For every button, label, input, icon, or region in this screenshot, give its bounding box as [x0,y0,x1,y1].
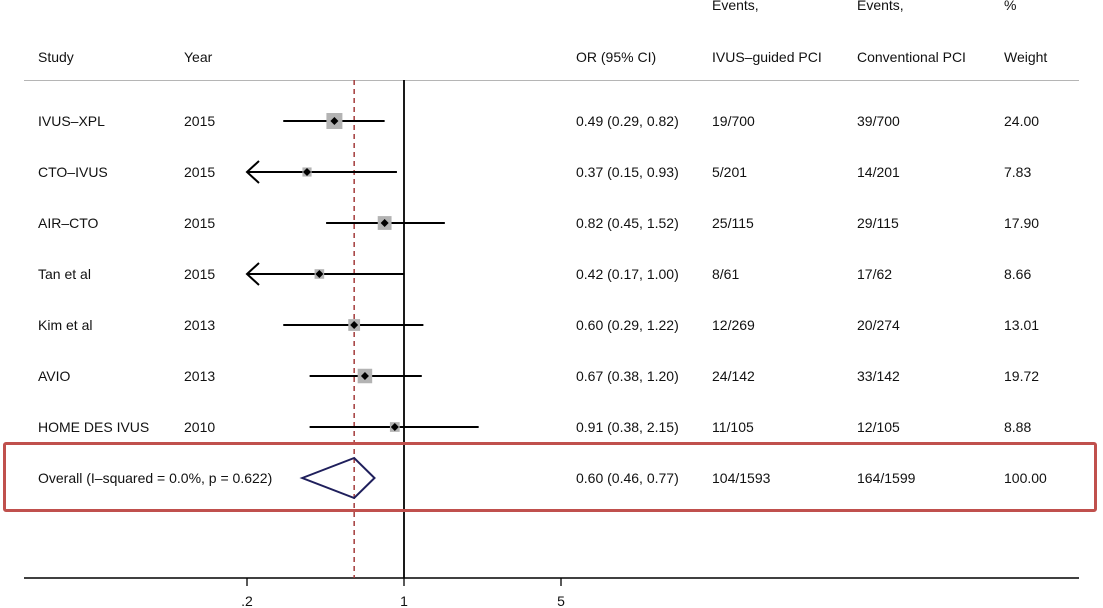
header-events-conv-line1: Events, [857,0,904,13]
header-events-ivus-line2: IVUS–guided PCI [712,49,822,65]
study-name: AIR–CTO [38,215,99,231]
overall-conv-events: 164/1599 [857,470,916,486]
study-weight: 8.66 [1004,266,1032,282]
study-or-ci: 0.82 (0.45, 1.52) [576,215,679,231]
header-events-conv-line2: Conventional PCI [857,49,966,65]
study-conv-events: 14/201 [857,164,900,180]
study-year: 2010 [184,419,216,435]
point-estimate [380,219,389,227]
header-rule [24,80,1079,81]
x-tick-label: .2 [241,593,253,608]
study-name: CTO–IVUS [38,164,108,180]
header-or-ci: OR (95% CI) [576,49,657,65]
study-year: 2015 [184,215,216,231]
point-estimate [360,372,369,380]
header-study: Study [38,49,74,65]
study-conv-events: 33/142 [857,368,900,384]
study-ivus-events: 5/201 [712,164,748,180]
point-estimate [390,423,399,431]
study-or-ci: 0.67 (0.38, 1.20) [576,368,679,384]
point-estimate [315,270,324,278]
study-year: 2013 [184,317,216,333]
study-or-ci: 0.91 (0.38, 2.15) [576,419,679,435]
study-year: 2015 [184,266,216,282]
study-weight: 8.88 [1004,419,1032,435]
study-conv-events: 39/700 [857,113,900,129]
study-weight: 19.72 [1004,368,1040,384]
header-weight-line1: % [1004,0,1017,13]
overall-weight: 100.00 [1004,470,1047,486]
study-or-ci: 0.42 (0.17, 1.00) [576,266,679,282]
study-ivus-events: 25/115 [712,215,754,231]
study-weight: 7.83 [1004,164,1032,180]
study-ivus-events: 8/61 [712,266,740,282]
study-name: HOME DES IVUS [38,419,150,435]
x-tick-label: 1 [400,593,408,608]
header-year: Year [184,49,213,65]
overall-or-ci: 0.60 (0.46, 0.77) [576,470,679,486]
point-estimate [330,117,339,125]
study-name: Kim et al [38,317,93,333]
ci-arrow [245,262,260,286]
study-weight: 17.90 [1004,215,1040,231]
study-or-ci: 0.49 (0.29, 0.82) [576,113,679,129]
study-name: AVIO [38,368,71,384]
ci-arrow [245,160,260,184]
study-name: Tan et al [38,266,91,282]
study-weight: 24.00 [1004,113,1040,129]
study-name: IVUS–XPL [38,113,105,129]
study-conv-events: 29/115 [857,215,899,231]
study-ivus-events: 11/105 [712,419,754,435]
study-conv-events: 17/62 [857,266,893,282]
overall-diamond [299,456,376,500]
study-or-ci: 0.37 (0.15, 0.93) [576,164,679,180]
study-ivus-events: 19/700 [712,113,755,129]
header-weight-line2: Weight [1004,49,1048,65]
overall-label: Overall (I–squared = 0.0%, p = 0.622) [38,470,273,486]
study-ivus-events: 24/142 [712,368,755,384]
overall-highlight-box [3,442,1097,512]
study-ivus-events: 12/269 [712,317,755,333]
x-tick-label: 5 [557,593,565,608]
study-year: 2015 [184,113,216,129]
study-or-ci: 0.60 (0.29, 1.22) [576,317,679,333]
study-conv-events: 12/105 [857,419,900,435]
point-estimate [350,321,359,329]
study-year: 2013 [184,368,216,384]
overall-ivus-events: 104/1593 [712,470,771,486]
study-year: 2015 [184,164,216,180]
study-conv-events: 20/274 [857,317,900,333]
point-estimate [303,168,312,176]
header-events-ivus-line1: Events, [712,0,759,13]
study-weight: 13.01 [1004,317,1040,333]
